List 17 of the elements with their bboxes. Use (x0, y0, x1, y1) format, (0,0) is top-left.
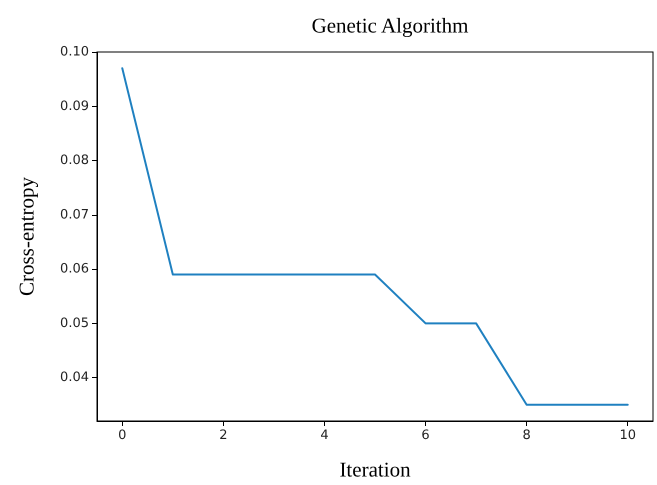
x-tick-label: 2 (219, 428, 228, 443)
x-tick-label: 4 (320, 428, 329, 443)
y-tick-label: 0.06 (60, 262, 89, 277)
line-series (121, 67, 629, 406)
y-tick-label: 0.04 (60, 370, 89, 386)
y-tick-label: 0.05 (60, 316, 89, 331)
x-tick-label: 10 (619, 428, 636, 443)
y-tick-label: 0.07 (60, 207, 89, 222)
y-tick-label: 0.10 (60, 44, 89, 60)
y-axis-title: Cross-entropy (14, 176, 38, 296)
chart-title: Genetic Algorithm (312, 14, 468, 38)
y-tick-label: 0.09 (60, 98, 89, 114)
x-tick-label: 8 (522, 428, 531, 443)
x-tick-label: 0 (118, 428, 126, 443)
x-tick-label: 6 (421, 428, 430, 443)
x-axis-title: Iteration (339, 458, 412, 482)
y-tick-label: 0.08 (60, 153, 89, 168)
